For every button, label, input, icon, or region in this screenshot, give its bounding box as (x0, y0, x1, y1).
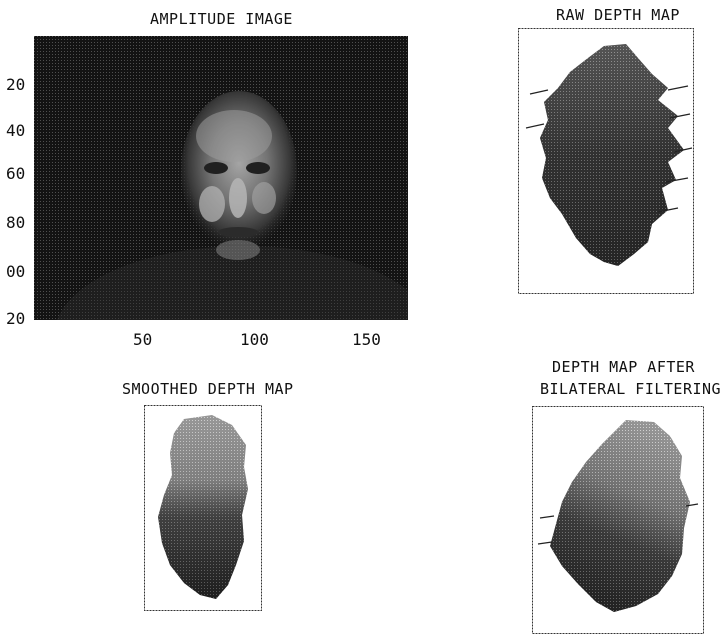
amplitude-title: AMPLITUDE IMAGE (150, 10, 293, 28)
y-tick-40: 40 (6, 121, 25, 140)
y-tick-20-top: 20 (6, 75, 25, 94)
x-tick-150: 150 (352, 330, 381, 349)
amplitude-image (34, 36, 408, 320)
raw-depth-title: RAW DEPTH MAP (556, 6, 680, 24)
y-tick-20-bottom: 20 (6, 309, 25, 328)
x-tick-100: 100 (240, 330, 269, 349)
y-tick-00: 00 (6, 262, 25, 281)
smoothed-depth-title: SMOOTHED DEPTH MAP (122, 380, 294, 398)
y-tick-80: 80 (6, 213, 25, 232)
y-tick-60: 60 (6, 164, 25, 183)
bilateral-depth-map (532, 406, 704, 634)
bilateral-depth-title-line1: DEPTH MAP AFTER (552, 358, 695, 376)
smoothed-depth-map (144, 405, 262, 611)
x-tick-50: 50 (133, 330, 152, 349)
bilateral-depth-title-line2: BILATERAL FILTERING (540, 380, 720, 398)
raw-depth-map (518, 28, 694, 294)
